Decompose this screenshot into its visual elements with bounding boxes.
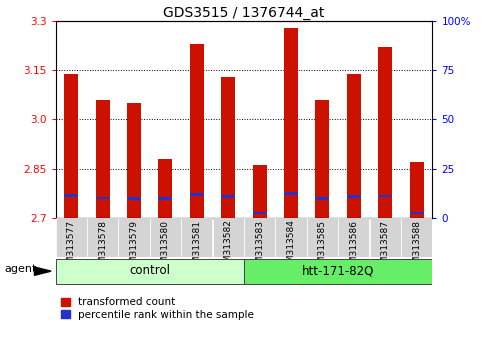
Bar	[158, 198, 172, 200]
Bar	[96, 100, 110, 218]
Bar	[284, 192, 298, 195]
Bar	[244, 259, 432, 284]
Bar	[378, 195, 392, 198]
Bar	[221, 77, 235, 218]
Text: GSM313585: GSM313585	[318, 219, 327, 275]
Bar	[64, 194, 78, 197]
Bar	[244, 218, 275, 257]
Bar	[284, 28, 298, 218]
Bar	[378, 47, 392, 218]
Bar	[221, 195, 235, 198]
Text: control: control	[129, 264, 170, 277]
Bar	[315, 197, 329, 200]
Bar	[307, 218, 338, 257]
Bar	[96, 197, 110, 199]
Bar	[347, 195, 361, 198]
Bar	[190, 44, 204, 218]
Bar	[87, 218, 118, 257]
Bar	[56, 218, 87, 257]
Text: htt-171-82Q: htt-171-82Q	[302, 264, 374, 277]
Text: GSM313584: GSM313584	[286, 219, 296, 274]
Bar	[56, 259, 244, 284]
Bar	[64, 74, 78, 218]
Bar	[410, 162, 424, 218]
Bar	[401, 218, 432, 257]
Bar	[410, 212, 424, 215]
Polygon shape	[34, 267, 51, 275]
Text: GSM313587: GSM313587	[381, 219, 390, 275]
Bar	[118, 218, 150, 257]
Legend: transformed count, percentile rank within the sample: transformed count, percentile rank withi…	[61, 297, 255, 320]
Text: GSM313583: GSM313583	[255, 219, 264, 275]
Bar	[369, 218, 401, 257]
Bar	[158, 159, 172, 218]
Text: GSM313578: GSM313578	[98, 219, 107, 275]
Text: GSM313580: GSM313580	[161, 219, 170, 275]
Bar	[275, 218, 307, 257]
Text: GSM313586: GSM313586	[349, 219, 358, 275]
Text: GSM313588: GSM313588	[412, 219, 421, 275]
Text: GSM313582: GSM313582	[224, 219, 233, 274]
Bar	[315, 100, 329, 218]
Bar	[338, 218, 369, 257]
Text: GSM313579: GSM313579	[129, 219, 139, 275]
Bar	[127, 103, 141, 218]
Bar	[347, 74, 361, 218]
Text: GSM313581: GSM313581	[192, 219, 201, 275]
Bar	[127, 197, 141, 200]
Text: GSM313577: GSM313577	[67, 219, 76, 275]
Bar	[181, 218, 213, 257]
Title: GDS3515 / 1376744_at: GDS3515 / 1376744_at	[163, 6, 325, 20]
Bar	[253, 165, 267, 218]
Bar	[150, 218, 181, 257]
Text: agent: agent	[4, 264, 37, 274]
Bar	[213, 218, 244, 257]
Bar	[190, 194, 204, 196]
Bar	[253, 212, 267, 215]
